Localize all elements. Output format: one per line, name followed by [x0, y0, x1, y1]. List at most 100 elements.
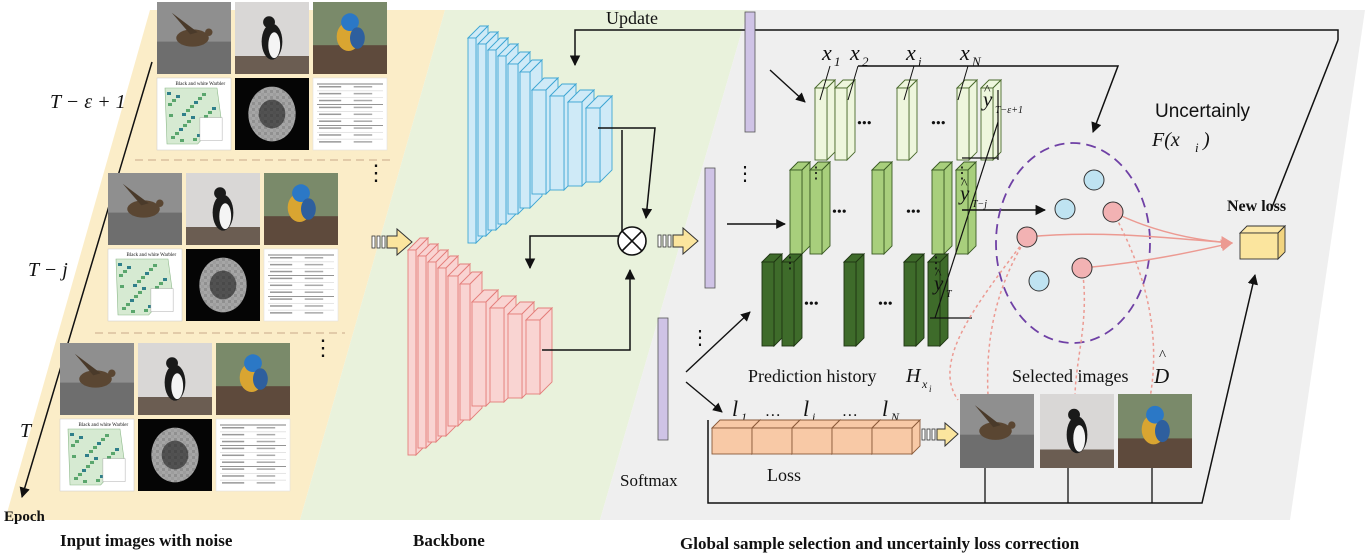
prediction-vector: [926, 252, 950, 348]
network-layer: [584, 94, 614, 184]
table-image: [263, 248, 339, 322]
svg-text:y: y: [958, 181, 970, 205]
bird-photo: [138, 343, 212, 415]
svg-text:Prediction history: Prediction history: [748, 366, 877, 386]
prediction-row: ••• •••: [813, 78, 1003, 162]
loss-label: Loss: [767, 465, 801, 485]
prediction-history-grid: ••• ••• ••• ••• ••• ••• ⋮ ⋮ ⋮ ⋮: [760, 78, 1003, 348]
bird-photo: [186, 173, 260, 245]
svg-text:^: ^: [1159, 348, 1166, 364]
ellipsis: •••: [931, 117, 946, 132]
selected-images: [960, 394, 1192, 468]
selection-vdots: ⋮: [690, 327, 710, 349]
uncertainty-region: [995, 142, 1151, 344]
selection-links: [949, 211, 1234, 401]
bird-photo: [108, 173, 182, 245]
input-vdots: ⋮: [312, 335, 334, 360]
svg-text:l: l: [732, 396, 738, 421]
svg-text:x: x: [905, 40, 916, 65]
loss-item-label: …: [843, 403, 857, 420]
noisy-sample-dot: [1016, 226, 1038, 248]
bird-photo: [157, 2, 231, 74]
uncertainly-title: Uncertainly: [1155, 101, 1251, 122]
svg-text:^: ^: [984, 83, 991, 98]
svg-text:N: N: [890, 410, 900, 424]
svg-text:H: H: [905, 365, 922, 387]
svg-text:i: i: [812, 410, 815, 424]
selected-images-label: Selected images D ^: [1012, 348, 1169, 388]
uncertainly-function: F(x i ): [1151, 129, 1210, 155]
prediction-label-y: ^y T−j: [958, 177, 987, 210]
svg-text:y: y: [932, 271, 944, 295]
svg-text:Black and white Warbler: Black and white Warbler: [79, 423, 129, 428]
prediction-vector: [954, 160, 978, 256]
bird-photo: [960, 394, 1034, 468]
noise-image: [186, 249, 260, 321]
prediction-vector: [813, 78, 837, 162]
map-image: Black and white Warbler: [59, 418, 135, 492]
svg-text:y: y: [981, 87, 993, 111]
bird-photo: [235, 2, 309, 74]
loss-cell: [870, 418, 922, 456]
bird-photo: [60, 343, 134, 415]
svg-text:Selected images: Selected images: [1012, 366, 1128, 386]
prediction-vector: [870, 160, 894, 256]
svg-text:…: …: [766, 403, 780, 420]
blue-output-arrow: [598, 127, 656, 220]
grid-vdots: ⋮: [782, 255, 798, 272]
svg-text:x: x: [821, 40, 832, 65]
noisy-sample-dot: [1102, 201, 1124, 223]
bird-photo: [264, 173, 338, 245]
backbone-panel-title: Backbone: [413, 531, 485, 550]
input-to-backbone-arrow: [371, 227, 413, 257]
epoch-axis-label: Epoch: [4, 509, 46, 525]
prediction-label-y: ^y T−ε+1: [981, 83, 1023, 116]
noise-image: [138, 419, 212, 491]
bird-photo: [1118, 394, 1192, 468]
svg-text:x: x: [959, 40, 970, 65]
noise-image: [235, 78, 309, 150]
svg-text:1: 1: [834, 54, 841, 69]
grid-vdots: ⋮: [808, 165, 824, 182]
input-vdots: ⋮: [365, 160, 387, 185]
prediction-vector: [808, 160, 832, 256]
svg-text:l: l: [882, 396, 888, 421]
softmax-vectors: [657, 11, 756, 441]
svg-text:T: T: [946, 289, 953, 300]
svg-text:Black and white Warbler: Black and white Warbler: [176, 82, 226, 87]
svg-text:1: 1: [741, 410, 747, 424]
grid-vdots: ⋮: [928, 255, 944, 272]
selection-panel-bg: [600, 10, 1365, 520]
softmax-vector-3: [657, 317, 669, 441]
prediction-vector: [930, 160, 954, 256]
ellipsis: •••: [832, 205, 847, 220]
svg-text:): ): [1202, 129, 1210, 151]
bird-photo: [313, 2, 387, 74]
backbone-network-blue: [466, 24, 614, 245]
prediction-row: ••• •••: [760, 252, 950, 348]
epoch-axis: [19, 61, 153, 499]
ellipsis: •••: [906, 205, 921, 220]
backbone-network-red: [406, 236, 554, 457]
map-image: Black and white Warbler: [156, 77, 232, 151]
epoch-tick-1: T − ε + 1: [50, 91, 126, 113]
clean-sample-dot: [1028, 270, 1050, 292]
image-group-epoch-2: Black and white Warbler: [107, 173, 339, 322]
svg-text:l: l: [803, 396, 809, 421]
update-arrow-to-red: [524, 130, 623, 270]
svg-text:i: i: [1195, 140, 1199, 155]
selection-panel-title: Global sample selection and uncertainly …: [680, 534, 1080, 553]
svg-text:T−j: T−j: [972, 199, 987, 210]
svg-text:N: N: [971, 54, 982, 69]
softmax-vector-2: [704, 167, 716, 289]
merge-to-selection-arrow: [657, 226, 699, 256]
prediction-vector: [902, 252, 926, 348]
bird-photo: [216, 343, 290, 415]
sample-dots: [1016, 169, 1124, 292]
image-group-epoch-1: Black and white Warbler: [156, 2, 388, 151]
svg-text:i: i: [929, 384, 932, 394]
prediction-label-y: ^y T: [932, 267, 953, 300]
